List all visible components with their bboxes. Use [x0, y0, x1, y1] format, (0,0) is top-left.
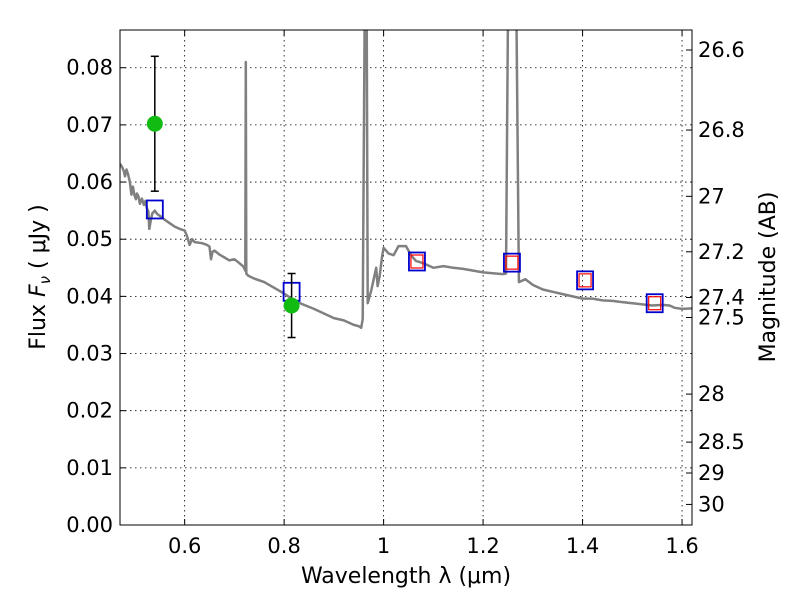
series-layer [120, 30, 692, 330]
y2-tick-label: 28 [698, 382, 725, 406]
y-axis-label-subscript: ν [36, 276, 54, 284]
y-tick-label: 0.04 [66, 284, 113, 308]
y-tick-label: 0.06 [66, 170, 113, 194]
x-axis-label: Wavelength λ (μm) [301, 564, 511, 589]
y-axis-label-prefix: Flux [26, 297, 51, 350]
y2-tick-label: 29 [698, 461, 725, 485]
x-tick-label: 1.6 [665, 534, 698, 558]
ticks: 0.6 0.8 1 1.2 1.4 1.6 0.00 0.01 0.02 0.03 0.04 0.05… [66, 30, 745, 558]
y-tick-label: 0.05 [66, 227, 113, 251]
y2-tick-label: 26.8 [698, 118, 745, 142]
upper-limit-marker [505, 255, 519, 270]
y-axis-label-unit: ( μJy ) [26, 204, 51, 276]
x-tick-label: 0.8 [267, 534, 300, 558]
upper-limit-marker [578, 273, 592, 288]
model-flux-marker [145, 199, 164, 220]
x-tick-label: 0.6 [168, 534, 201, 558]
y2-tick-label: 30 [698, 492, 725, 516]
y-axis-label-symbol: F [26, 284, 51, 297]
y2-tick-label: 27 [698, 184, 725, 208]
plot-frame [119, 29, 693, 526]
y-tick-label: 0.07 [66, 113, 113, 137]
y2-tick-label: 27.2 [698, 240, 745, 264]
x-tick-label: 1.4 [566, 534, 599, 558]
model-flux-marker [645, 293, 664, 314]
y-tick-label: 0.03 [66, 342, 113, 366]
model-flux-marker [503, 252, 521, 273]
y2-tick-label: 28.5 [698, 430, 745, 454]
y2-tick-label: 27.4 [698, 286, 745, 310]
y-tick-label: 0.02 [66, 399, 113, 423]
x-tick-label: 1.2 [466, 534, 499, 558]
x-tick-label: 1 [377, 534, 390, 558]
sed-line [120, 30, 692, 330]
y-tick-label: 0.01 [66, 456, 113, 480]
upper-limit-marker [410, 254, 424, 269]
y-axis-label: Flux Fν ( μJy ) [26, 204, 54, 349]
observed-flux-point [283, 297, 300, 314]
y2-tick-label: 27.5 [698, 306, 745, 330]
y2-axis-label: Magnitude (AB) [756, 192, 781, 363]
markers-layer [145, 55, 664, 339]
upper-limit-marker [648, 296, 662, 311]
y-tick-label: 0.00 [66, 513, 113, 537]
model-flux-marker [576, 270, 594, 291]
y-tick-label: 0.08 [66, 56, 113, 80]
y2-tick-label: 26.6 [698, 38, 745, 62]
observed-flux-point [146, 115, 163, 132]
model-flux-marker [408, 251, 426, 272]
